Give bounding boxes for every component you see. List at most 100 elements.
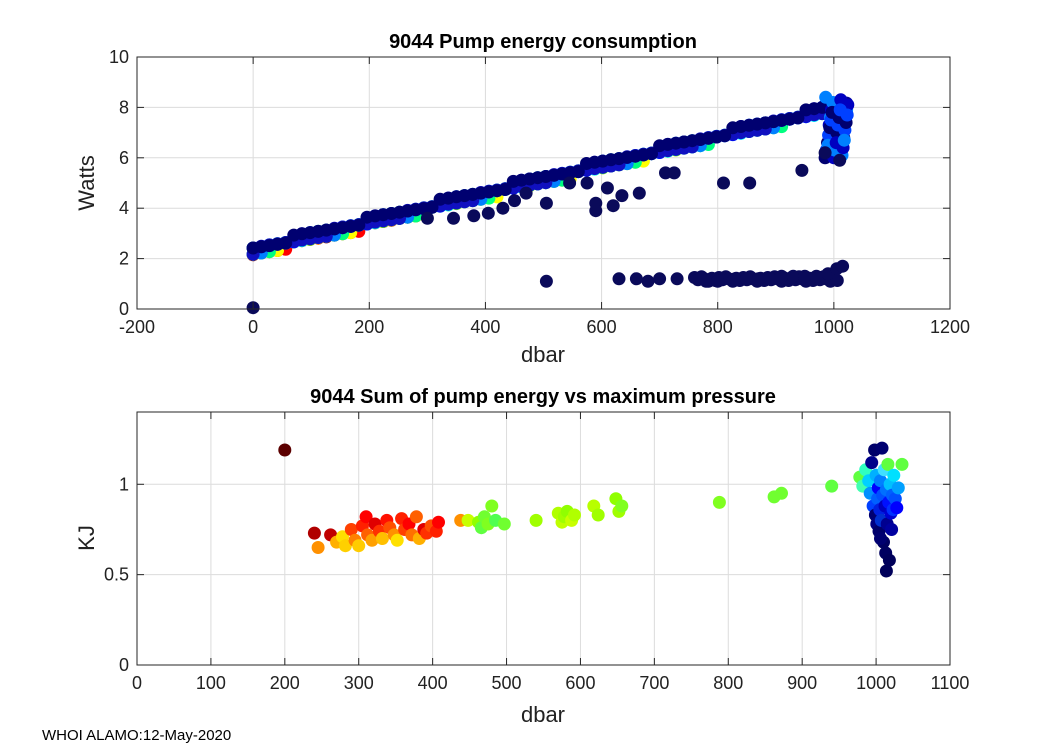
outlier-point (539, 274, 553, 288)
data-point (568, 508, 581, 522)
y-tick-label: 1 (119, 474, 129, 494)
data-point (425, 200, 439, 214)
x-tick-label: 1200 (930, 317, 970, 337)
data-point (359, 510, 373, 524)
data-point (825, 479, 839, 493)
y-axis-label-2: KJ (74, 525, 99, 551)
x-tick-label: 600 (565, 673, 595, 693)
data-point (891, 481, 905, 495)
chart-title-1: 9044 Pump energy consumption (389, 31, 697, 53)
plot-area-2 (136, 411, 951, 666)
data-point (791, 111, 805, 125)
frame-1 (136, 56, 951, 310)
data-point (409, 510, 423, 524)
x-tick-label: 200 (270, 673, 300, 693)
data-point (718, 129, 732, 143)
data-point (338, 539, 352, 553)
y-tick-label: 4 (119, 198, 129, 218)
data-point (645, 147, 658, 161)
data-point (278, 443, 292, 457)
outlier-point (740, 272, 754, 286)
data-point (890, 501, 904, 515)
data-point (874, 532, 887, 545)
x-tick-label: 1100 (931, 673, 970, 693)
chart-title-2: 9044 Sum of pump energy vs maximum press… (310, 386, 776, 408)
data-point (837, 133, 851, 147)
outlier-point (612, 272, 626, 286)
data-point (461, 513, 475, 527)
data-point (887, 468, 901, 482)
outlier-point (670, 272, 684, 286)
x-tick-label: -200 (119, 317, 155, 337)
x-tick-label: 300 (344, 673, 374, 693)
outlier-point (420, 211, 434, 225)
data-point (833, 103, 847, 117)
data-point (885, 523, 899, 536)
x-axis-label-2: dbar (521, 702, 565, 727)
outlier-point (615, 189, 629, 203)
footer-label: WHOI ALAMO:12-May-2020 (42, 727, 232, 744)
x-tick-label: 800 (713, 673, 743, 693)
data-point (615, 499, 629, 513)
y-tick-label: 0 (119, 299, 129, 319)
points-1 (246, 90, 855, 315)
y-tick-label: 10 (109, 47, 129, 67)
data-point (881, 457, 895, 471)
outlier-point (563, 176, 577, 190)
x-tick-label: 900 (787, 673, 817, 693)
x-tick-label: 700 (639, 673, 669, 693)
outlier-point (539, 196, 553, 210)
frame-2 (136, 411, 951, 666)
data-point (279, 236, 293, 250)
x-tick-label: 100 (196, 673, 226, 693)
ticks-2: 0 100 200 300 400 500 600 700 800 900 1000 1100 0 0.5… (104, 412, 969, 693)
outlier-point (775, 269, 789, 283)
data-point (834, 93, 848, 107)
outlier-point (632, 186, 646, 200)
x-tick-label: 200 (354, 317, 384, 337)
x-axis-label-1: dbar (521, 342, 565, 367)
data-point (775, 486, 788, 500)
outlier-point (447, 211, 460, 225)
outlier-point (798, 269, 812, 283)
data-point (432, 515, 445, 529)
y-tick-label: 0 (119, 655, 129, 675)
outlier-point (836, 259, 850, 273)
outlier-point (795, 163, 809, 177)
outlier-point (606, 199, 620, 213)
x-tick-label: 800 (703, 317, 733, 337)
data-point (830, 274, 844, 287)
y-axis-label-1: Watts (74, 155, 99, 210)
x-tick-label: 1000 (856, 673, 896, 693)
y-tick-label: 2 (119, 249, 129, 269)
outlier-point (743, 176, 757, 190)
outlier-point (589, 204, 603, 218)
data-point (307, 526, 321, 540)
outlier-point (600, 181, 614, 195)
y-tick-label: 0.5 (104, 565, 129, 585)
data-point (352, 539, 366, 553)
data-point (365, 533, 379, 547)
data-point (529, 513, 543, 527)
data-point (865, 456, 879, 470)
data-point (882, 553, 896, 567)
x-tick-label: 600 (587, 317, 617, 337)
y-tick-label: 8 (119, 97, 129, 117)
outlier-point (519, 186, 533, 200)
energy-vs-pressure-chart: 0 100 200 300 400 500 600 700 800 900 1000 1100 0 0.5… (74, 386, 969, 727)
x-tick-label: 0 (248, 317, 258, 337)
data-point (352, 218, 366, 232)
outlier-point (467, 209, 481, 223)
outlier-point (786, 269, 800, 283)
data-point (591, 508, 605, 522)
points-2 (278, 441, 909, 578)
outlier-point (711, 274, 725, 288)
data-point (311, 541, 325, 554)
outlier-point (809, 269, 823, 283)
outlier-point (699, 274, 713, 288)
outlier-point (653, 272, 667, 286)
outlier-point (641, 274, 655, 288)
data-point (895, 457, 909, 471)
